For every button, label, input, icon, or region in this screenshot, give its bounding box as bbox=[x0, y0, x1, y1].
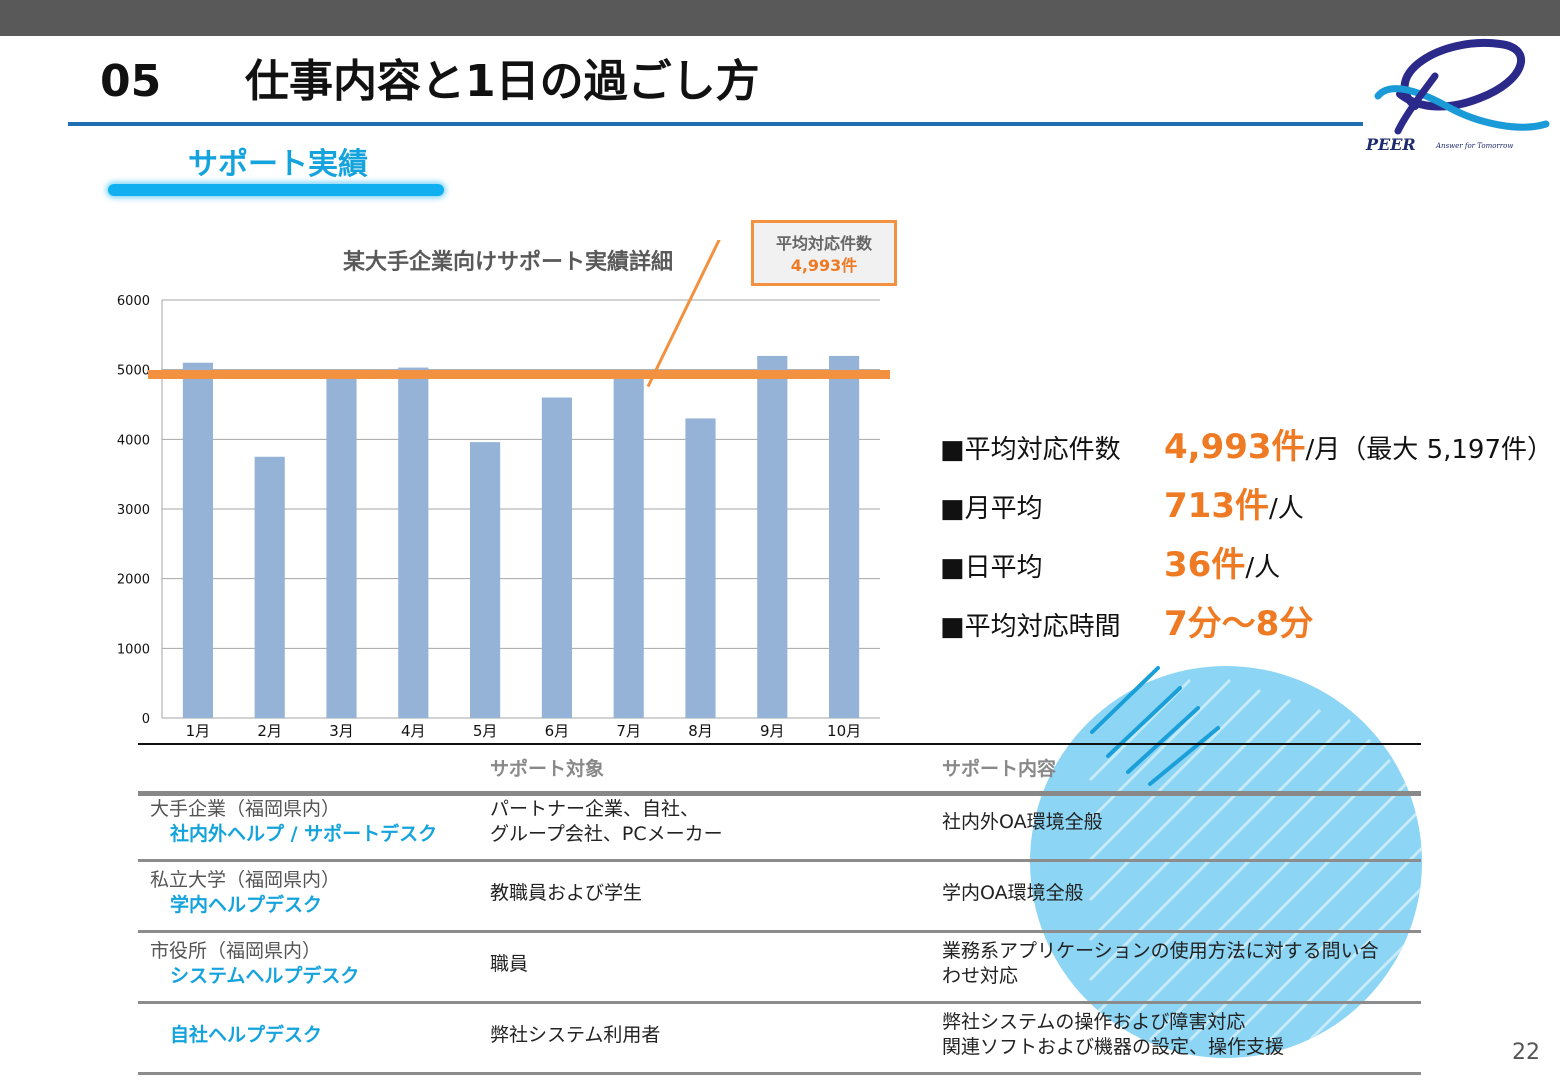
x-tick-label: 6月 bbox=[545, 722, 570, 740]
header-target: サポート対象 bbox=[490, 758, 605, 780]
stat-average-count: ■平均対応件数 4,993件/月（最大 5,197件） bbox=[940, 420, 1554, 472]
stat-average-time: ■平均対応時間 7分～8分 bbox=[940, 597, 1550, 649]
row-content: 社内外OA環境全般 bbox=[942, 811, 1103, 833]
row-desk: 自社ヘルプデスク bbox=[170, 1024, 323, 1046]
bar bbox=[829, 355, 860, 718]
page-title: 仕事内容と1日の過ごし方 bbox=[245, 56, 760, 107]
stat-suffix: /人 bbox=[1268, 494, 1304, 524]
x-tick-label: 8月 bbox=[688, 722, 713, 740]
table-row: 市役所（福岡県内） システムヘルプデスク 職員 業務系アプリケーションの使用方法… bbox=[138, 933, 1421, 1004]
bar bbox=[326, 376, 357, 718]
y-tick-label: 1000 bbox=[117, 642, 150, 657]
row-content: 関連ソフトおよび機器の設定、操作支援 bbox=[942, 1036, 1285, 1058]
support-bar-chart: 某大手企業向けサポート実績詳細 0 1000 2000 3000 4000 5000 600… bbox=[117, 240, 890, 740]
x-tick-label: 1月 bbox=[186, 722, 211, 740]
callout-leader-line bbox=[646, 240, 721, 388]
y-tick-label: 0 bbox=[142, 712, 150, 727]
row-desk: 学内ヘルプデスク bbox=[170, 894, 323, 916]
row-org: 私立大学（福岡県内） bbox=[150, 869, 341, 891]
y-tick-label: 5000 bbox=[117, 364, 150, 379]
x-tick-label: 2月 bbox=[257, 722, 282, 740]
y-tick-label: 3000 bbox=[117, 503, 150, 518]
stat-label: ■日平均 bbox=[940, 553, 1043, 583]
row-target: パートナー企業、自社、 bbox=[490, 798, 700, 820]
row-target: 職員 bbox=[490, 953, 529, 975]
bar bbox=[541, 397, 572, 718]
bar bbox=[757, 355, 788, 718]
bar bbox=[470, 442, 501, 718]
table-row: 自社ヘルプデスク 弊社システム利用者 弊社システムの操作および障害対応 関連ソフ… bbox=[138, 1004, 1421, 1075]
row-content: わせ対応 bbox=[942, 965, 1019, 987]
stat-label: ■平均対応件数 bbox=[940, 435, 1121, 465]
table-row: 大手企業（福岡県内） 社内外ヘルプ / サポートデスク パートナー企業、自社、 … bbox=[138, 791, 1421, 862]
bar bbox=[613, 378, 644, 718]
x-tick-label: 7月 bbox=[616, 722, 641, 740]
stat-value: 7分～8分 bbox=[1164, 604, 1314, 644]
slide-number: 05 bbox=[100, 56, 162, 107]
y-tick-label: 4000 bbox=[117, 433, 150, 448]
row-desk: システムヘルプデスク bbox=[170, 965, 360, 987]
row-org: 市役所（福岡県内） bbox=[150, 940, 322, 962]
row-desk: 社内外ヘルプ / サポートデスク bbox=[170, 823, 438, 845]
row-target: 教職員および学生 bbox=[490, 882, 643, 904]
bar bbox=[254, 456, 285, 718]
logo-text: PEER bbox=[1365, 135, 1416, 154]
callout-label: 平均対応件数 bbox=[775, 234, 872, 253]
bar bbox=[685, 418, 716, 718]
row-target: 弊社システム利用者 bbox=[490, 1024, 661, 1046]
row-org: 大手企業（福岡県内） bbox=[150, 798, 341, 820]
page-number: 22 bbox=[1512, 1040, 1540, 1065]
callout-value: 4,993件 bbox=[790, 256, 858, 275]
x-tick-label: 3月 bbox=[329, 722, 354, 740]
y-tick-label: 6000 bbox=[117, 294, 150, 309]
x-tick-label: 10月 bbox=[827, 722, 861, 740]
stat-daily-average: ■日平均 36件/人 bbox=[940, 538, 1550, 590]
stat-value: 4,993件 bbox=[1164, 427, 1306, 467]
title-divider bbox=[68, 122, 1363, 126]
stat-value: 713件 bbox=[1164, 486, 1269, 526]
x-tick-label: 9月 bbox=[760, 722, 785, 740]
table-row: 私立大学（福岡県内） 学内ヘルプデスク 教職員および学生 学内OA環境全般 bbox=[138, 862, 1421, 933]
row-content: 学内OA環境全般 bbox=[942, 882, 1084, 904]
stat-label: ■月平均 bbox=[940, 494, 1043, 524]
row-target: グループ会社、PCメーカー bbox=[490, 823, 723, 845]
row-content: 弊社システムの操作および障害対応 bbox=[942, 1011, 1246, 1033]
section-underline bbox=[108, 184, 444, 196]
stat-monthly-average: ■月平均 713件/人 bbox=[940, 479, 1550, 531]
stat-suffix: /月（最大 5,197件） bbox=[1305, 435, 1554, 465]
table-header: サポート対象 サポート内容 bbox=[138, 743, 1421, 796]
stat-suffix: /人 bbox=[1245, 553, 1281, 583]
bar bbox=[182, 362, 213, 718]
logo-tagline: Answer for Tomorrow bbox=[1435, 142, 1513, 150]
x-tick-label: 4月 bbox=[401, 722, 426, 740]
row-content: 業務系アプリケーションの使用方法に対する問い合 bbox=[942, 940, 1379, 962]
x-tick-label: 5月 bbox=[473, 722, 498, 740]
chart-title: 某大手企業向けサポート実績詳細 bbox=[343, 249, 673, 275]
average-callout: 平均対応件数 4,993件 bbox=[751, 220, 897, 286]
y-tick-label: 2000 bbox=[117, 573, 150, 588]
section-title: サポート実績 bbox=[188, 147, 368, 182]
header-content: サポート内容 bbox=[942, 758, 1057, 780]
stat-label: ■平均対応時間 bbox=[940, 612, 1121, 642]
decorative-circle bbox=[1030, 666, 1422, 1058]
bar bbox=[398, 367, 429, 718]
peer-logo: PEER Answer for Tomorrow bbox=[1365, 39, 1550, 154]
stat-value: 36件 bbox=[1164, 545, 1246, 585]
top-bar bbox=[0, 0, 1560, 36]
